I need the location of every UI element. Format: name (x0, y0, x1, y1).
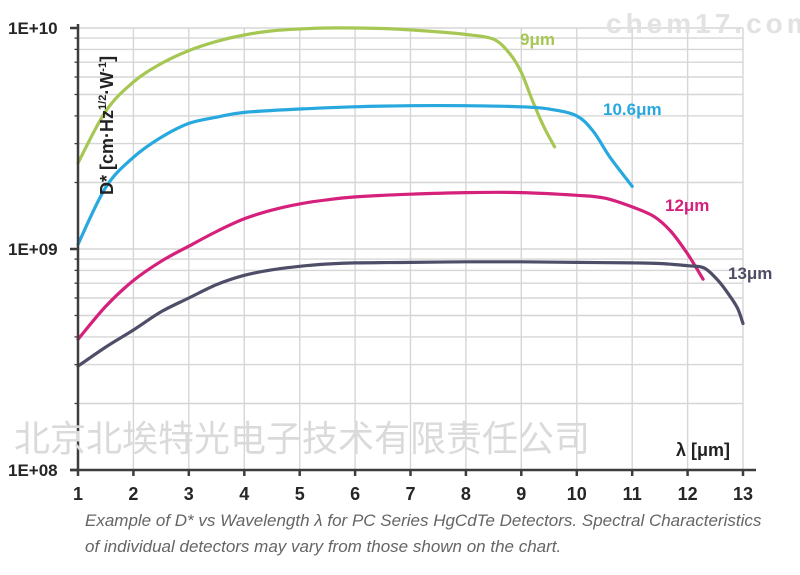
caption-line-2: of individual detectors may vary from th… (85, 537, 562, 556)
x-tick-label: 1 (73, 484, 83, 504)
y-axis-title-part-pre: D* [cm·Hz (97, 109, 117, 195)
y-axis-title-part-post: ] (97, 55, 117, 62)
caption-line-1: Example of D* vs Wavelength λ for PC Ser… (85, 511, 762, 530)
series-label-10-6um: 10.6μm (603, 100, 662, 119)
x-tick-label: 9 (516, 484, 526, 504)
series-label-13um: 13μm (728, 264, 773, 283)
y-tick-label: 1E+08 (8, 461, 58, 480)
y-tick-label: 1E+09 (8, 240, 58, 259)
y-axis-title: D* [cm·Hz1/2·W-1] (97, 56, 118, 195)
x-tick-label: 12 (678, 484, 698, 504)
curve-12μm (76, 190, 705, 341)
curve-13μm (76, 260, 745, 368)
watermark-chem17: chem17.com (606, 8, 800, 39)
curve-9μm (76, 26, 557, 165)
x-tick-label: 4 (239, 484, 249, 504)
watermark-company-name: 北京北埃特光电子技术有限责任公司 (14, 419, 591, 460)
curve-10.6μm (76, 103, 634, 246)
y-tick-label: 1E+10 (8, 19, 58, 38)
y-axis-title-part-mid: ·W (97, 71, 117, 95)
y-axis-title-superscript-neg1: -1 (97, 61, 109, 72)
series-label-9um: 9μm (520, 30, 555, 49)
x-tick-label: 3 (184, 484, 194, 504)
x-tick-label: 2 (128, 484, 138, 504)
series-label-12um: 12μm (665, 196, 710, 215)
x-tick-label: 13 (733, 484, 753, 504)
x-tick-label: 11 (623, 484, 642, 504)
chart-caption: Example of D* vs Wavelength λ for PC Ser… (85, 508, 761, 560)
y-axis-title-superscript-half: 1/2 (97, 94, 109, 110)
x-tick-label: 8 (461, 484, 471, 504)
x-axis-title: λ [μm] (676, 440, 731, 460)
x-tick-label: 10 (567, 484, 587, 504)
x-tick-label: 7 (405, 484, 415, 504)
x-tick-label: 6 (350, 484, 360, 504)
x-tick-label: 5 (295, 484, 305, 504)
